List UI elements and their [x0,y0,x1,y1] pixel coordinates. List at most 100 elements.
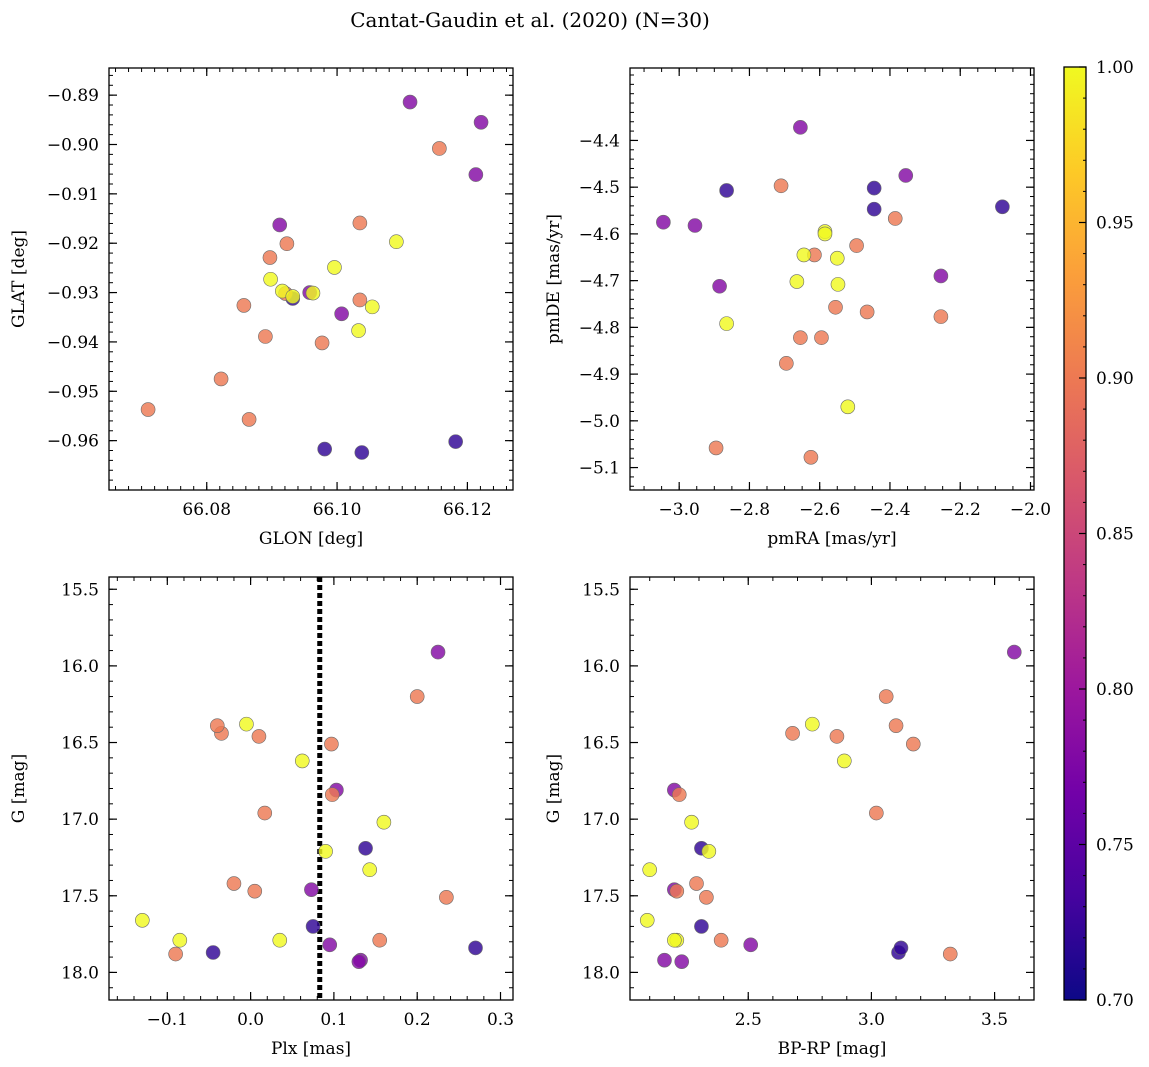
data-point [213,371,229,387]
x-axis-label: pmRA [mas/yr] [767,529,896,549]
data-point [358,840,373,856]
data-point [272,217,288,233]
data-point [334,306,349,322]
y-tick-label: 15.5 [61,580,99,600]
data-point [304,882,319,897]
x-tick-label: 0.1 [320,1010,347,1030]
data-point [859,304,875,320]
data-point [352,292,368,308]
y-tick-label: 18.0 [61,963,99,983]
x-tick-label: 0.2 [404,1010,431,1030]
y-tick-label: 16.0 [582,657,620,677]
y-tick-label: −0.92 [47,234,99,254]
y-axis-label: G [mag] [9,754,29,823]
data-point [354,445,370,460]
y-tick-label: 17.5 [582,887,620,907]
y-tick-label: −4.4 [579,131,620,151]
data-point [362,862,378,878]
data-point [247,883,263,899]
y-tick-label: −0.91 [47,185,99,205]
data-point [869,805,884,821]
data-point [351,323,366,338]
x-tick-label: 66.12 [443,500,492,520]
data-point [796,247,812,263]
data-point [305,285,321,301]
panel-glon-glat: 66.08 66.10 66.12 −0.89 −0.90 −0.91 −0.92 −0.93… [9,67,514,549]
x-tick-label: 2.5 [735,1010,762,1030]
data-point [317,441,332,457]
data-point [140,402,156,417]
data-point [712,278,727,294]
data-point [372,932,388,948]
data-point [898,168,914,183]
data-point [305,919,321,934]
colorbar-tick-label: 0.70 [1096,991,1134,1011]
data-point [995,199,1010,215]
data-point [168,946,183,962]
data-point [376,814,392,830]
y-tick-label: 17.0 [61,810,99,830]
data-point [389,234,404,250]
data-point [639,913,655,928]
x-tick-label: −2.6 [799,500,840,520]
data-point [322,937,338,953]
x-tick-label: 0.0 [237,1010,264,1030]
y-tick-label: 17.5 [61,887,99,907]
data-point [667,932,682,948]
data-point [893,940,909,956]
data-point [803,449,819,465]
axes-frame [629,67,1035,491]
data-point [430,644,446,660]
data-point [473,114,489,130]
data-point [933,309,949,324]
data-point [933,268,949,284]
data-point [402,94,418,110]
x-tick-label: −3.0 [659,500,700,520]
data-point [439,890,454,905]
colorbar-tick-label: 0.75 [1096,836,1134,856]
data-point [324,736,339,752]
data-point [866,201,882,217]
data-point [888,718,904,733]
data-point [779,356,794,371]
y-axis-label: GLAT [deg] [9,230,29,328]
data-point [840,399,856,415]
data-point [829,250,845,266]
data-point [352,215,368,231]
data-point [448,434,463,449]
data-point [172,932,188,948]
x-tick-label: −2.2 [940,500,981,520]
data-point [849,238,864,253]
x-axis-label: GLON [deg] [259,529,363,549]
scatter-points [639,644,1022,969]
data-point [689,876,704,891]
y-tick-label: 15.5 [582,580,620,600]
data-point [829,729,845,744]
data-point [241,412,257,427]
data-point [817,226,833,242]
data-point [905,736,921,752]
y-tick-label: −4.5 [579,178,620,198]
y-tick-label: 17.0 [582,810,620,830]
data-point [1006,644,1022,660]
data-point [708,440,724,456]
data-point [866,180,882,196]
x-tick-label: 0.3 [487,1010,514,1030]
data-point [701,844,717,859]
data-point [239,716,254,732]
y-tick-label: −4.8 [579,318,620,338]
y-tick-label: −0.94 [47,333,99,353]
scatter-points [656,120,1010,465]
data-point [318,844,333,859]
data-point [257,805,273,821]
data-point [656,214,671,230]
data-point [789,274,805,289]
x-axis-label: BP-RP [mag] [778,1039,887,1059]
x-tick-label: −2.0 [1010,500,1051,520]
data-point [236,298,252,313]
data-point [294,753,310,769]
data-point [642,862,658,878]
data-point [814,330,829,345]
colorbar-tick-label: 1.00 [1096,58,1134,78]
colorbar-tick-label: 0.80 [1096,680,1134,700]
